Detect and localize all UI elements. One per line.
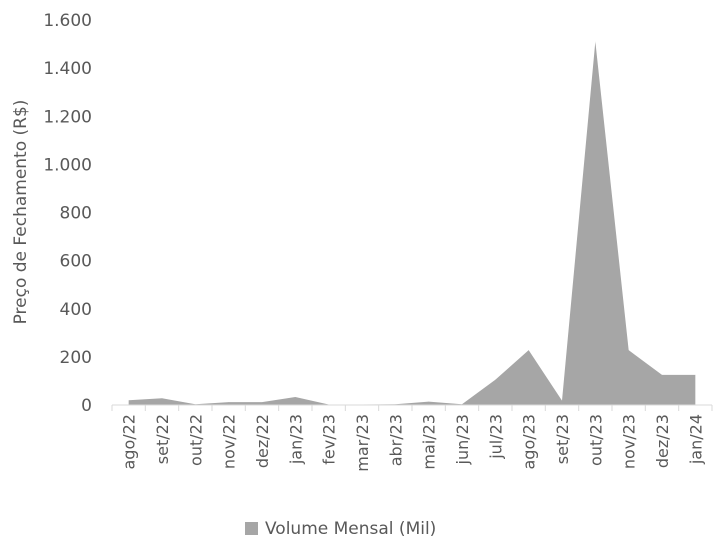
x-tick-label: dez/23 <box>653 414 672 468</box>
plot-area <box>129 42 696 405</box>
y-tick-label: 1.600 <box>43 11 92 31</box>
legend-swatch <box>245 522 258 535</box>
y-axis-title: Preço de Fechamento (R$) <box>11 100 31 325</box>
x-tick-label: set/22 <box>153 414 172 464</box>
y-tick-label: 600 <box>60 252 92 272</box>
x-tick-label: ago/23 <box>520 414 539 470</box>
x-tick-label: set/23 <box>553 414 572 464</box>
x-tick-label: dez/22 <box>253 414 272 468</box>
x-tick-label: nov/23 <box>620 414 639 469</box>
x-tick-label: jun/23 <box>453 414 472 465</box>
x-tick-label: jul/23 <box>486 414 505 460</box>
y-tick-label: 400 <box>60 300 92 320</box>
x-axis: ago/22 set/22 out/22 nov/22 dez/22 jan/23 fev/… <box>112 405 712 472</box>
x-tick-label: out/22 <box>186 414 205 466</box>
x-tick-label: nov/22 <box>220 414 239 469</box>
y-tick-label: 1.400 <box>43 59 92 79</box>
legend: Volume Mensal (Mil) <box>245 519 436 539</box>
area-series-volume <box>129 42 696 405</box>
y-tick-label: 1.000 <box>43 155 92 175</box>
x-tick-label: fev/23 <box>320 414 339 465</box>
y-tick-label: 200 <box>60 348 92 368</box>
y-axis: 0 200 400 600 800 1.000 1.200 1.400 1.600 <box>43 11 92 416</box>
x-tick-label: mai/23 <box>420 414 439 470</box>
x-tick-label: abr/23 <box>386 414 405 466</box>
y-tick-label: 800 <box>60 204 92 224</box>
x-tick-label: jan/23 <box>286 414 305 465</box>
x-tick-label: ago/22 <box>120 414 139 470</box>
x-tick-label: out/23 <box>586 414 605 466</box>
x-tick-label: jan/24 <box>686 414 705 465</box>
y-tick-label: 1.200 <box>43 107 92 127</box>
y-tick-label: 0 <box>81 396 92 416</box>
legend-label: Volume Mensal (Mil) <box>265 519 436 539</box>
x-tick-label: mar/23 <box>353 414 372 472</box>
